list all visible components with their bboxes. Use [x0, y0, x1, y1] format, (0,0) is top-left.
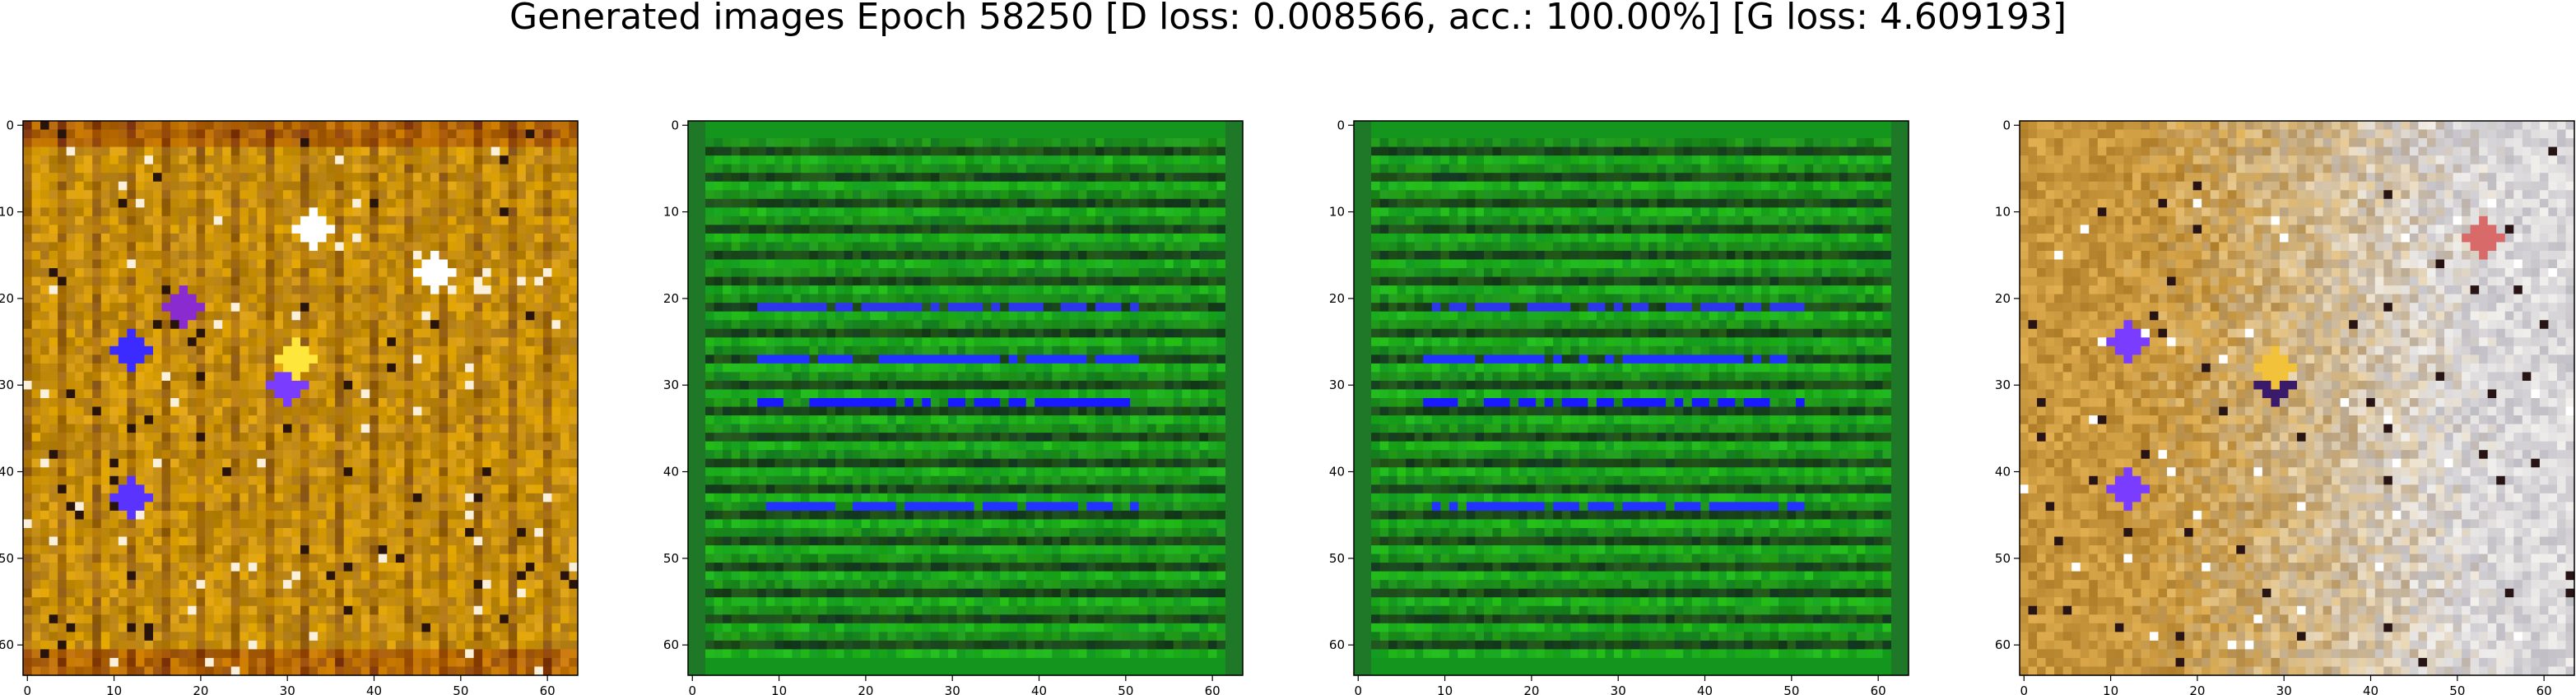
x-tick-label: 10: [771, 683, 787, 695]
image-panel-1: 0 10 20 30 40 50 60 0 10 20 30 40 50 60: [0, 118, 579, 695]
x-tick-label: 40: [1697, 683, 1713, 695]
y-tick-label: 0: [2002, 118, 2011, 132]
y-tick-label: 40: [0, 465, 14, 480]
pixel-grid: [23, 121, 579, 676]
x-tick-label: 20: [858, 683, 873, 695]
x-tick-label: 0: [2020, 683, 2028, 695]
x-tick-label: 20: [2189, 683, 2205, 695]
y-tick-label: 30: [663, 378, 679, 392]
y-tick-label: 30: [1995, 378, 2011, 392]
x-tick-label: 60: [540, 683, 556, 695]
y-tick-label: 20: [663, 291, 679, 306]
x-tick-label: 30: [2276, 683, 2292, 695]
y-tick-label: 60: [663, 637, 679, 652]
y-tick-label: 20: [1995, 291, 2011, 306]
x-tick-label: 0: [23, 683, 31, 695]
y-tick-label: 10: [663, 205, 679, 220]
y-tick-label: 50: [1329, 551, 1345, 566]
y-tick-label: 40: [1995, 465, 2011, 480]
x-tick-label: 20: [193, 683, 208, 695]
y-tick-label: 50: [0, 551, 14, 566]
x-tick-label: 30: [280, 683, 295, 695]
image-panel-4: 0 10 20 30 40 50 60 0 10 20 30 40 50 60: [1995, 118, 2575, 695]
y-tick-label: 10: [0, 205, 14, 220]
x-tick-label: 40: [366, 683, 382, 695]
x-tick-label: 30: [945, 683, 960, 695]
x-tick-label: 50: [453, 683, 468, 695]
x-tick-label: 30: [1611, 683, 1626, 695]
y-tick-label: 60: [0, 637, 14, 652]
y-tick-label: 40: [1329, 465, 1345, 480]
y-tick-label: 50: [663, 551, 679, 566]
y-tick-label: 60: [1995, 637, 2011, 652]
pixel-grid: [1354, 121, 1909, 676]
y-tick-label: 10: [1995, 205, 2011, 220]
x-tick-label: 50: [1118, 683, 1133, 695]
y-tick-label: 20: [0, 291, 14, 306]
x-tick-label: 40: [2363, 683, 2378, 695]
image-panel-3: 0 10 20 30 40 50 60 0 10 20 30 40 50 60: [1329, 118, 1909, 695]
x-tick-label: 0: [1354, 683, 1362, 695]
x-tick-label: 50: [1783, 683, 1799, 695]
y-tick-label: 0: [6, 118, 14, 132]
y-tick-label: 50: [1995, 551, 2011, 566]
y-tick-label: 0: [671, 118, 679, 132]
x-tick-label: 10: [2103, 683, 2118, 695]
x-tick-label: 50: [2449, 683, 2465, 695]
x-tick-label: 60: [2536, 683, 2552, 695]
y-tick-label: 20: [1329, 291, 1345, 306]
x-tick-label: 10: [106, 683, 122, 695]
x-tick-label: 40: [1031, 683, 1047, 695]
x-tick-label: 60: [1205, 683, 1221, 695]
x-tick-label: 60: [1871, 683, 1886, 695]
pixel-grid: [688, 121, 1244, 676]
y-tick-label: 30: [0, 378, 14, 392]
y-tick-label: 60: [1329, 637, 1345, 652]
y-tick-label: 40: [663, 465, 679, 480]
x-tick-label: 0: [688, 683, 696, 695]
x-tick-label: 20: [1523, 683, 1539, 695]
y-tick-label: 30: [1329, 378, 1345, 392]
image-panel-2: 0 10 20 30 40 50 60 0 10 20 30 40 50 60: [663, 118, 1244, 695]
y-tick-label: 0: [1337, 118, 1345, 132]
y-tick-label: 10: [1329, 205, 1345, 220]
pixel-grid: [2020, 121, 2575, 676]
x-tick-label: 10: [1437, 683, 1453, 695]
